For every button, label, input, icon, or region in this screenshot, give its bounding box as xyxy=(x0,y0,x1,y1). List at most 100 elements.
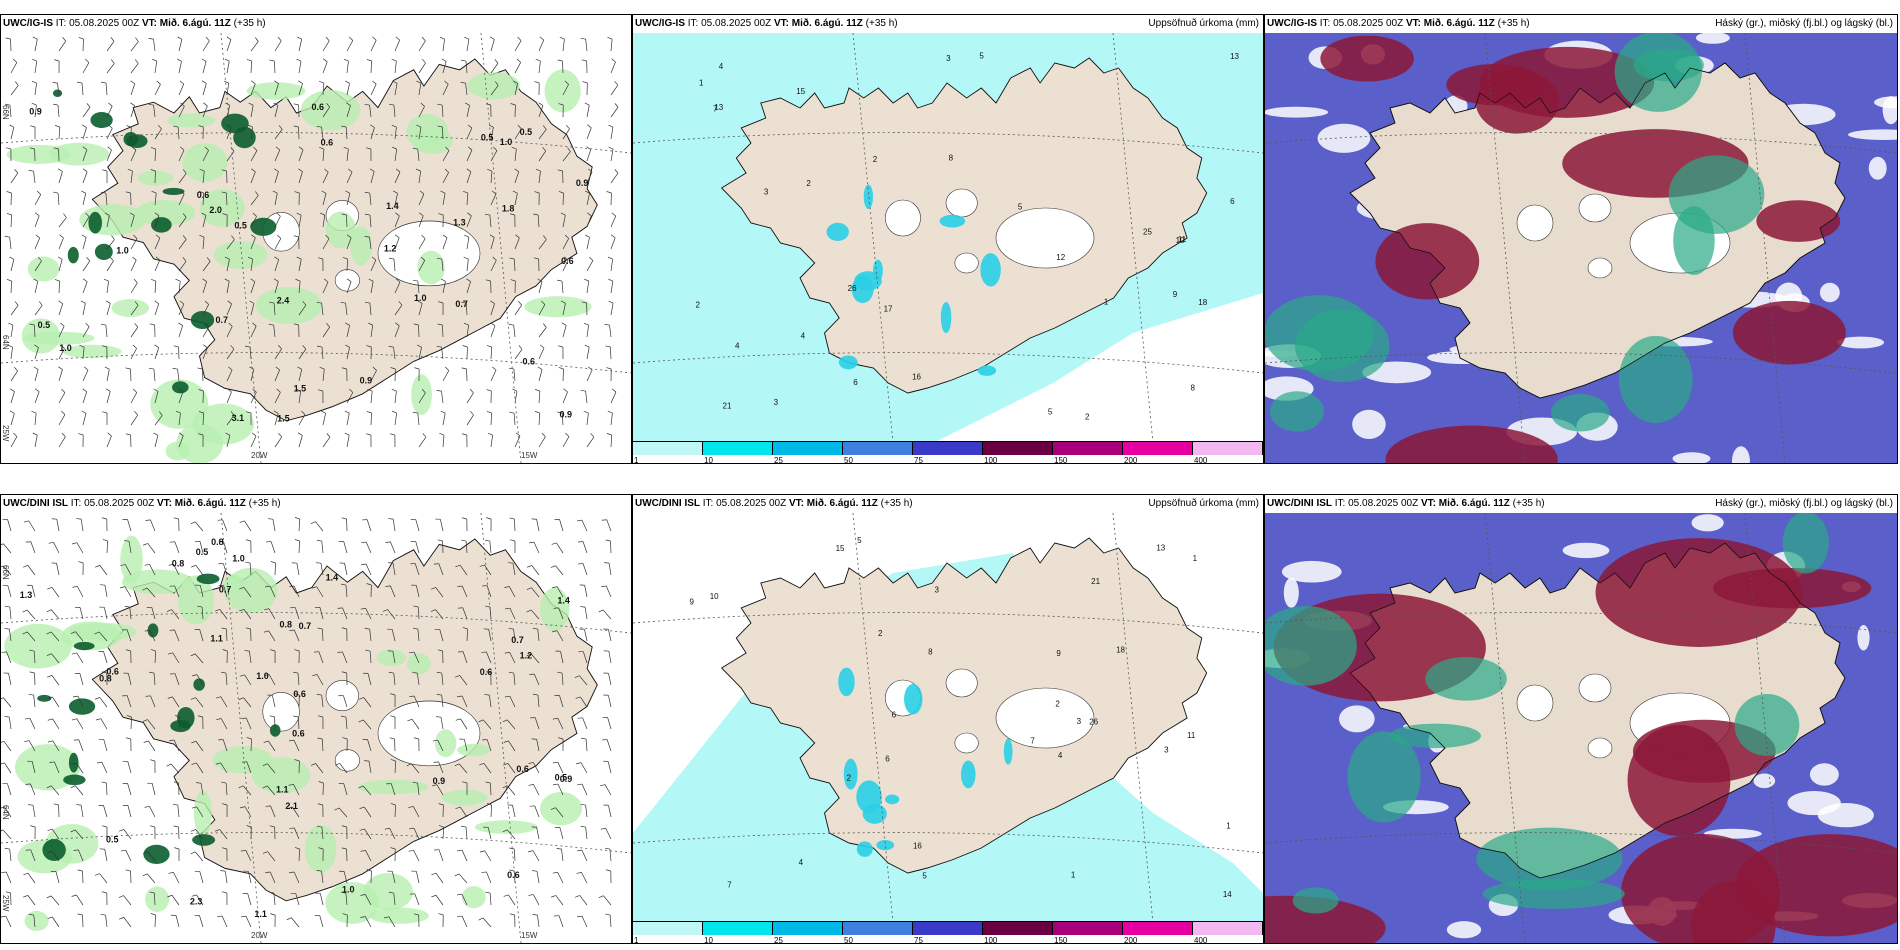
wind-barb xyxy=(10,38,12,52)
wind-barb-feather xyxy=(368,278,374,282)
wind-barb xyxy=(33,171,36,184)
wind-barb xyxy=(586,325,589,338)
wind-barb xyxy=(346,435,350,448)
wind-barb-feather xyxy=(467,146,473,151)
glacier xyxy=(954,252,979,274)
wind-barb xyxy=(369,629,372,642)
wind-barb-feather xyxy=(341,125,347,128)
wind-barb-feather xyxy=(297,36,302,40)
wind-barb xyxy=(344,563,348,576)
wind-barb xyxy=(293,784,300,796)
wind-barb xyxy=(270,805,276,818)
wind-barb xyxy=(490,435,493,448)
wind-barb-feather xyxy=(201,212,207,216)
wind-barb xyxy=(33,915,36,928)
meridian-line xyxy=(1112,513,1154,923)
wind-barb-feather xyxy=(223,80,229,84)
wind-barb-feather xyxy=(265,871,271,873)
wind-barb xyxy=(105,193,108,206)
wind-barb xyxy=(464,739,468,752)
wind-barb-feather xyxy=(29,671,35,674)
wind-barb xyxy=(274,105,279,118)
meridian-line xyxy=(480,33,522,463)
wind-barb xyxy=(466,325,469,338)
wind-barb-feather xyxy=(552,761,558,764)
wind-barb xyxy=(459,675,468,686)
wind-barb-feather xyxy=(145,519,151,521)
wind-barb-feather xyxy=(535,389,540,392)
wind-barb-feather xyxy=(366,345,372,348)
wind-barb xyxy=(106,106,113,118)
wind-barb xyxy=(178,217,187,228)
wind-barb-feather xyxy=(589,256,594,261)
wind-barb xyxy=(418,83,422,96)
wind-barb xyxy=(608,629,612,642)
wind-barb-feather xyxy=(457,849,463,852)
wind-barb xyxy=(178,413,181,426)
wind-barb-feather xyxy=(526,587,532,590)
wind-barb-feather xyxy=(502,785,508,789)
wind-barb xyxy=(82,281,88,294)
low-cloud-patch xyxy=(1782,513,1829,574)
wind-barb xyxy=(606,739,612,752)
precip-value-label: 1.0 xyxy=(232,553,245,563)
wind-barb-feather xyxy=(361,563,367,566)
wind-barb-feather xyxy=(509,213,515,216)
wind-barb-feather xyxy=(249,300,255,304)
wind-barb xyxy=(298,259,302,272)
wind-barb xyxy=(365,563,372,576)
precip-value-label: 0.6 xyxy=(106,667,119,677)
wind-barb xyxy=(537,915,540,928)
wind-barb-feather xyxy=(224,58,230,62)
wind-barb-feather xyxy=(76,518,82,520)
meridian-line xyxy=(1484,513,1526,943)
wind-barb-feather xyxy=(294,517,300,520)
wind-barb-feather xyxy=(325,234,330,239)
meridian-line xyxy=(220,33,262,463)
wind-barb xyxy=(507,763,516,774)
wind-barb-feather xyxy=(574,895,580,898)
wind-barb-feather xyxy=(251,168,256,173)
wind-barb xyxy=(178,194,185,206)
wind-barb-feather xyxy=(316,539,322,542)
precip-value-label: 21 xyxy=(1091,577,1100,586)
precip-value-label: 4 xyxy=(799,858,804,867)
wind-barb-feather xyxy=(73,849,79,851)
wind-barb-feather xyxy=(413,913,419,916)
colorbar-tick-label: 50 xyxy=(844,936,853,944)
wind-barb xyxy=(418,437,427,448)
wind-barb xyxy=(130,368,132,382)
wind-barb xyxy=(126,695,132,708)
wind-barb xyxy=(293,585,300,598)
wind-barb-feather xyxy=(37,256,42,262)
wind-barb xyxy=(250,127,253,140)
clear-sky-patch xyxy=(1562,542,1610,559)
wind-barb xyxy=(51,850,60,862)
wind-barb xyxy=(202,215,207,228)
wind-barb-feather xyxy=(215,762,221,765)
wind-barb-feather xyxy=(270,649,276,652)
wind-barb-feather xyxy=(389,737,395,740)
wind-barb-feather xyxy=(412,627,418,630)
wind-barb xyxy=(100,718,108,730)
panel-header: UWC/DINI ISL IT: 05.08.2025 00Z VT: Mið.… xyxy=(1267,498,1545,509)
wind-barb-feather xyxy=(272,190,278,194)
wind-barb-feather xyxy=(421,58,426,64)
wind-barb-feather xyxy=(245,539,251,542)
wind-barb xyxy=(268,608,276,620)
wind-barb-feather xyxy=(528,850,534,853)
wind-barb-feather xyxy=(4,628,10,630)
wind-barb xyxy=(27,895,36,906)
wind-barb-feather xyxy=(492,366,497,371)
wind-barb-feather xyxy=(131,146,137,151)
wind-barb xyxy=(298,369,303,382)
wind-barb-feather xyxy=(239,520,245,523)
wind-barb xyxy=(269,585,276,598)
wind-barb xyxy=(294,607,300,620)
wind-barb-feather xyxy=(391,124,397,128)
wind-barb-feather xyxy=(110,37,115,42)
wind-barb-feather xyxy=(587,124,592,129)
parallel-line xyxy=(1265,352,1897,374)
wind-barb xyxy=(513,849,516,862)
wind-barb xyxy=(202,193,205,206)
